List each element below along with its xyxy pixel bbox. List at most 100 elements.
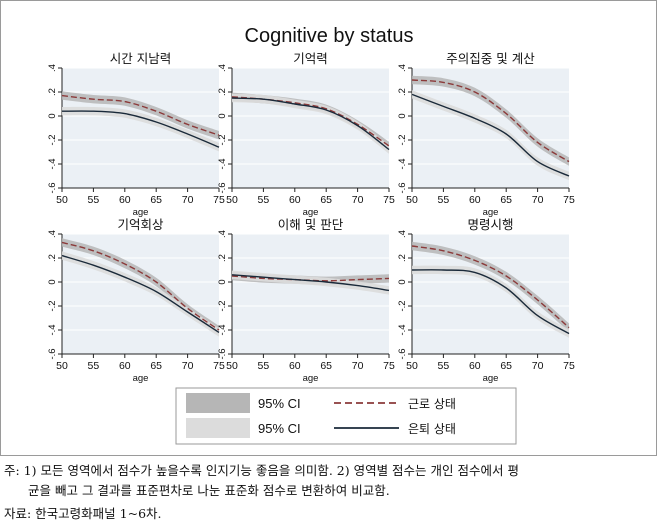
x-axis-label: age	[303, 373, 319, 384]
panel-3: 주의집중 및 계산 .4 .2 0 -.2 -.4 -.650 55 60 65 70 75 age	[397, 51, 575, 218]
x-tick-label: 65	[500, 194, 512, 206]
y-tick-label: 0	[397, 279, 408, 284]
y-tick-label: 0	[47, 113, 58, 118]
y-tick-label: .2	[217, 88, 228, 96]
y-tick-label: -.6	[217, 348, 228, 359]
retired-series-line	[231, 97, 390, 151]
plot-area	[232, 234, 389, 354]
ci-band	[412, 265, 569, 338]
figure-frame: Cognitive by status 시간 지남력 .4 .2 0 -.2 -.4 -.6…	[0, 0, 657, 456]
x-tick-label: 65	[320, 360, 332, 372]
panel-6: 명령시행 .4 .2 0 -.2 -.4 -.650 55 60 65 70 75 age	[397, 217, 575, 384]
working-series-line	[411, 79, 570, 163]
ci-band	[412, 75, 569, 166]
legend-band-light	[186, 418, 250, 438]
x-tick-label: 50	[406, 194, 418, 206]
x-tick-label: 55	[258, 194, 270, 206]
x-tick-label: 70	[182, 194, 194, 206]
y-tick-label: .4	[217, 230, 228, 238]
working-series-line	[61, 241, 220, 331]
x-tick-label: 55	[438, 194, 450, 206]
y-tick-label: .4	[397, 64, 408, 72]
y-tick-label: 0	[47, 279, 58, 284]
x-tick-label: 70	[532, 194, 544, 206]
retired-series-line	[61, 254, 220, 333]
panel-2: 기억력 .4 .2 0 -.2 -.4 -.650 55 60 65 70 75 age	[217, 51, 395, 218]
legend-band2-label: 95% CI	[258, 421, 301, 436]
x-tick-label: 75	[563, 194, 575, 206]
plot-area	[412, 234, 569, 354]
x-tick-label: 75	[383, 360, 395, 372]
working-series-line	[411, 245, 570, 329]
panel-title: 시간 지남력	[110, 51, 171, 66]
cognitive-by-status-figure: Cognitive by status 시간 지남력 .4 .2 0 -.2 -.4 -.6…	[47, 25, 575, 445]
y-tick-label: -.4	[47, 324, 58, 335]
panel-5: 이해 및 판단 .4 .2 0 -.2 -.4 -.650 55 60 65 70 75 age	[217, 217, 395, 384]
x-axis-label: age	[133, 207, 149, 218]
y-tick-label: -.4	[217, 324, 228, 335]
y-tick-label: -.2	[47, 300, 58, 311]
retired-series-line	[411, 269, 570, 335]
y-tick-label: -.2	[47, 134, 58, 145]
y-tick-label: -.6	[47, 348, 58, 359]
panel-title: 기억회상	[117, 217, 164, 232]
y-tick-label: -.6	[397, 348, 408, 359]
y-tick-label: .4	[47, 64, 58, 72]
x-tick-label: 55	[258, 360, 270, 372]
retired-series-line	[411, 93, 570, 177]
panel-title: 기억력	[293, 51, 328, 66]
y-tick-label: -.6	[217, 182, 228, 193]
x-axis-label: age	[303, 207, 319, 218]
panel-title: 주의집중 및 계산	[446, 51, 535, 66]
x-tick-label: 75	[563, 360, 575, 372]
ci-band	[232, 270, 389, 295]
x-tick-label: 50	[226, 360, 238, 372]
x-tick-label: 50	[406, 360, 418, 372]
footnote-line-2: 균을 빼고 그 결과를 표준편차로 나눈 표준화 점수로 변환하여 비교함.	[28, 483, 390, 498]
x-tick-label: 55	[88, 194, 100, 206]
x-axis-label: age	[483, 207, 499, 218]
y-tick-label: -.2	[397, 300, 408, 311]
y-tick-label: .4	[217, 64, 228, 72]
x-tick-label: 60	[289, 360, 301, 372]
x-axis-label: age	[133, 373, 149, 384]
y-tick-label: -.6	[397, 182, 408, 193]
panel-title: 이해 및 판단	[278, 217, 344, 232]
y-tick-label: .2	[47, 254, 58, 262]
source-note: 자료: 한국고령화패널 1~6차.	[4, 506, 162, 521]
y-tick-label: -.2	[217, 134, 228, 145]
legend-retired-label: 은퇴 상태	[408, 422, 456, 436]
working-series-line	[231, 275, 390, 282]
x-tick-label: 50	[226, 194, 238, 206]
x-tick-label: 60	[119, 360, 131, 372]
y-tick-label: .4	[47, 230, 58, 238]
footnote-line-1: 주: 1) 모든 영역에서 점수가 높을수록 인지기능 좋음을 의미함. 2) …	[4, 463, 519, 478]
y-tick-label: -.6	[47, 182, 58, 193]
x-tick-label: 65	[320, 194, 332, 206]
x-tick-label: 65	[150, 194, 162, 206]
x-tick-label: 50	[56, 194, 68, 206]
y-tick-label: 0	[397, 113, 408, 118]
ci-band	[412, 90, 569, 181]
y-tick-label: -.2	[217, 300, 228, 311]
x-tick-label: 65	[500, 360, 512, 372]
x-tick-label: 70	[532, 360, 544, 372]
panel-title: 명령시행	[467, 217, 513, 232]
legend-working-label: 근로 상태	[408, 397, 456, 411]
x-tick-label: 75	[213, 194, 225, 206]
working-series-line	[61, 94, 220, 136]
y-tick-label: -.4	[397, 158, 408, 169]
y-tick-label: .4	[397, 230, 408, 238]
x-axis-label: age	[483, 373, 499, 384]
legend-band-dark	[186, 393, 250, 413]
y-tick-label: 0	[217, 279, 228, 284]
x-tick-label: 70	[182, 360, 194, 372]
x-tick-label: 55	[438, 360, 450, 372]
y-tick-label: 0	[217, 113, 228, 118]
x-tick-label: 60	[469, 194, 481, 206]
plot-area	[62, 234, 219, 354]
x-tick-label: 60	[119, 194, 131, 206]
legend-band1-label: 95% CI	[258, 396, 301, 411]
